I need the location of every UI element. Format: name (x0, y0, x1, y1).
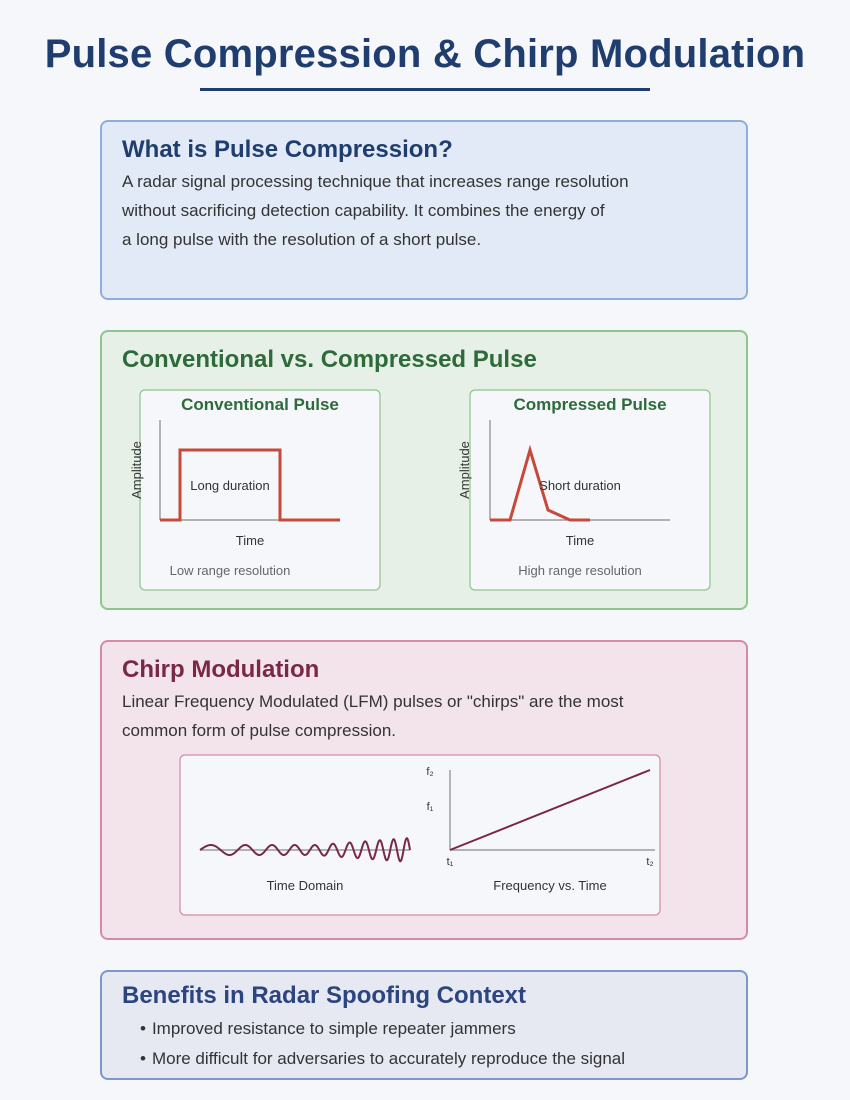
compressed-y-label: Amplitude (457, 441, 472, 499)
chirp-time-domain-waveform (199, 837, 411, 863)
chirp-description: Linear Frequency Modulated (LFM) pulses … (122, 687, 702, 745)
conventional-title: Conventional Pulse (181, 395, 339, 414)
chirp-line: Linear Frequency Modulated (LFM) pulses … (122, 692, 624, 711)
chirp-panel-frame (179, 754, 661, 916)
conventional-annotation: Long duration (190, 478, 270, 493)
compressed-title: Compressed Pulse (513, 395, 666, 414)
what-is-description: A radar signal processing technique that… (122, 167, 682, 254)
chirp-line: common form of pulse compression. (122, 721, 396, 740)
what-is-heading: What is Pulse Compression? (122, 136, 453, 163)
benefits-heading: Benefits in Radar Spoofing Context (122, 982, 527, 1009)
what-is-line: a long pulse with the resolution of a sh… (122, 230, 482, 249)
frequency-ramp-line (449, 769, 651, 851)
compressed-x-label: Time (566, 533, 594, 548)
chirp-heading: Chirp Modulation (122, 656, 320, 683)
benefit-item: More difficult for adversaries to accura… (124, 1044, 625, 1074)
what-is-line: A radar signal processing technique that… (122, 172, 629, 191)
conventional-pulse-panel: Conventional Pulse Long duration Time Am… (129, 389, 381, 591)
conventional-y-label: Amplitude (129, 441, 144, 499)
t2-label: t₂ (646, 856, 653, 868)
compressed-annotation: Short duration (539, 478, 621, 493)
what-is-card: What is Pulse Compression? A radar signa… (100, 120, 748, 300)
benefit-item: Improved resistance to simple repeater j… (124, 1014, 625, 1044)
benefits-card: Benefits in Radar Spoofing Context Impro… (100, 970, 748, 1080)
title-underline (200, 88, 650, 91)
benefits-list: Improved resistance to simple repeater j… (124, 1014, 625, 1074)
conventional-pulse-waveform (160, 448, 340, 522)
t1-label: t₁ (447, 856, 454, 868)
conventional-panel-frame (139, 389, 381, 591)
page-title: Pulse Compression & Chirp Modulation (44, 32, 806, 76)
frequency-vs-time-label: Frequency vs. Time (493, 878, 606, 893)
compressed-panel-frame (469, 389, 711, 591)
conventional-caption: Low range resolution (170, 563, 291, 578)
comparison-heading: Conventional vs. Compressed Pulse (122, 346, 537, 373)
f2-label: f₂ (426, 766, 433, 778)
chirp-diagram-panel: Time Domain f₂ f₁ t₁ t₂ Frequency vs. Ti… (179, 754, 661, 916)
time-domain-label: Time Domain (267, 878, 344, 893)
f1-label: f₁ (427, 801, 434, 813)
what-is-line: without sacrificing detection capability… (122, 201, 605, 220)
compressed-pulse-panel: Compressed Pulse Short duration Time Amp… (457, 389, 711, 591)
conventional-x-label: Time (236, 533, 264, 548)
compressed-pulse-waveform (490, 444, 590, 522)
compressed-caption: High range resolution (518, 563, 642, 578)
